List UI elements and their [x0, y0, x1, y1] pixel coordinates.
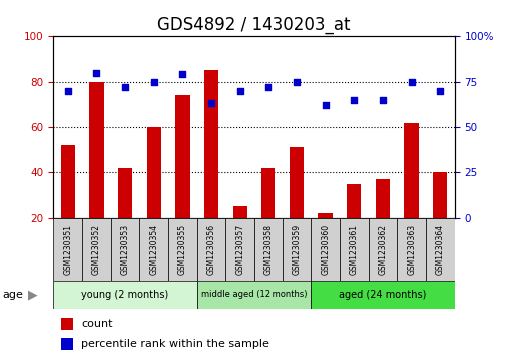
Bar [233, 207, 247, 218]
Text: GSM1230356: GSM1230356 [206, 224, 215, 275]
Bar [82, 218, 111, 281]
Bar [53, 218, 82, 281]
Bar [311, 218, 340, 281]
Bar [282, 218, 311, 281]
Bar [111, 218, 139, 281]
Point [322, 102, 330, 108]
Bar [197, 281, 311, 309]
Bar [60, 145, 75, 218]
Bar [139, 218, 168, 281]
Bar [369, 218, 397, 281]
Text: GSM1230358: GSM1230358 [264, 224, 273, 275]
Bar [175, 95, 189, 218]
Text: GSM1230353: GSM1230353 [120, 224, 130, 275]
Title: GDS4892 / 1430203_at: GDS4892 / 1430203_at [157, 16, 351, 34]
Bar [404, 122, 419, 218]
Bar [376, 179, 390, 218]
Text: age: age [3, 290, 23, 300]
Bar [311, 281, 455, 309]
Bar [53, 281, 197, 309]
Point [351, 97, 359, 103]
Text: GSM1230362: GSM1230362 [378, 224, 388, 275]
Bar [61, 338, 74, 350]
Text: aged (24 months): aged (24 months) [339, 290, 427, 300]
Point [150, 79, 158, 85]
Bar [204, 70, 218, 218]
Bar [118, 168, 132, 218]
Bar [340, 218, 369, 281]
Bar [168, 218, 197, 281]
Point [236, 88, 244, 94]
Text: GSM1230361: GSM1230361 [350, 224, 359, 275]
Bar [290, 147, 304, 218]
Bar [397, 218, 426, 281]
Text: GSM1230355: GSM1230355 [178, 224, 187, 275]
Bar [433, 172, 448, 218]
Point [121, 84, 129, 90]
Text: GSM1230359: GSM1230359 [293, 224, 302, 275]
Bar [254, 218, 282, 281]
Bar [426, 218, 455, 281]
Text: GSM1230352: GSM1230352 [92, 224, 101, 275]
Bar [146, 127, 161, 218]
Text: young (2 months): young (2 months) [81, 290, 169, 300]
Point [264, 84, 272, 90]
Text: GSM1230351: GSM1230351 [63, 224, 72, 275]
Bar [347, 184, 362, 218]
Bar [197, 218, 226, 281]
Point [293, 79, 301, 85]
Bar [89, 82, 104, 218]
Point [178, 72, 186, 77]
Bar [261, 168, 275, 218]
Text: count: count [81, 319, 113, 330]
Point [207, 101, 215, 106]
Point [92, 70, 101, 76]
Text: GSM1230363: GSM1230363 [407, 224, 416, 275]
Bar [61, 318, 74, 330]
Text: ▶: ▶ [28, 289, 38, 301]
Point [379, 97, 387, 103]
Bar [226, 218, 254, 281]
Text: GSM1230357: GSM1230357 [235, 224, 244, 275]
Point [407, 79, 416, 85]
Text: percentile rank within the sample: percentile rank within the sample [81, 339, 269, 349]
Text: GSM1230360: GSM1230360 [321, 224, 330, 275]
Text: middle aged (12 months): middle aged (12 months) [201, 290, 307, 299]
Point [436, 88, 444, 94]
Bar [319, 213, 333, 218]
Point [64, 88, 72, 94]
Text: GSM1230354: GSM1230354 [149, 224, 158, 275]
Text: GSM1230364: GSM1230364 [436, 224, 445, 275]
